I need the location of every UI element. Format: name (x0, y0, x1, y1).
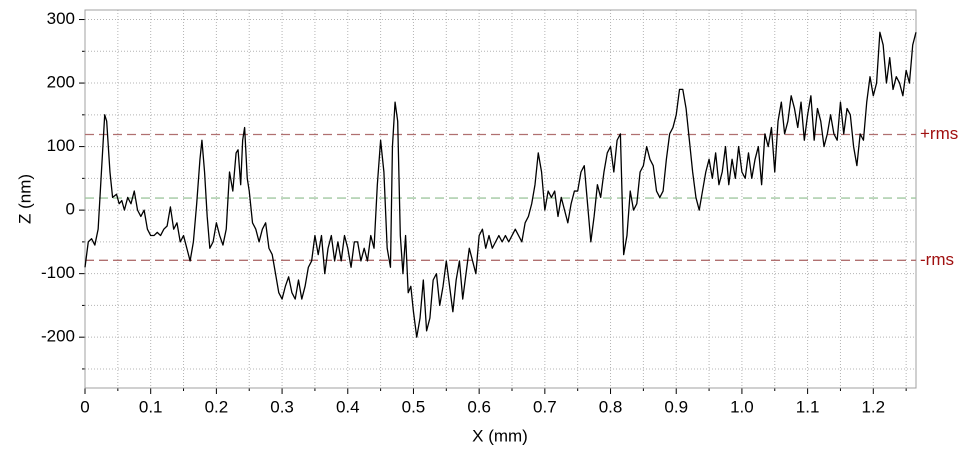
x-tick-label: 0.7 (533, 397, 557, 416)
y-tick-label: -200 (41, 327, 75, 346)
y-tick-label: 100 (47, 136, 75, 155)
x-tick-label: 0.2 (205, 397, 229, 416)
plot-frame (84, 9, 917, 389)
x-tick-label: 0.4 (336, 397, 360, 416)
reference-label: -rms (920, 250, 954, 269)
x-tick-label: 1.0 (730, 397, 754, 416)
profile-line (84, 31, 917, 338)
x-tick-label: 0 (80, 397, 89, 416)
x-tick-label: 0.1 (139, 397, 163, 416)
x-tick-label: 1.1 (796, 397, 820, 416)
x-tick-label: 0.6 (467, 397, 491, 416)
y-tick-label: -100 (41, 263, 75, 282)
reference-label: +rms (920, 124, 958, 143)
x-tick-label: 0.8 (599, 397, 623, 416)
y-axis-label: Z (nm) (15, 174, 34, 224)
x-tick-label: 0.3 (270, 397, 294, 416)
x-tick-label: 0.5 (402, 397, 426, 416)
y-tick-label: 200 (47, 73, 75, 92)
x-axis-label: X (mm) (472, 426, 528, 445)
y-tick-label: 300 (47, 9, 75, 28)
x-tick-label: 1.2 (861, 397, 885, 416)
x-tick-label: 0.9 (664, 397, 688, 416)
y-tick-label: 0 (66, 200, 75, 219)
